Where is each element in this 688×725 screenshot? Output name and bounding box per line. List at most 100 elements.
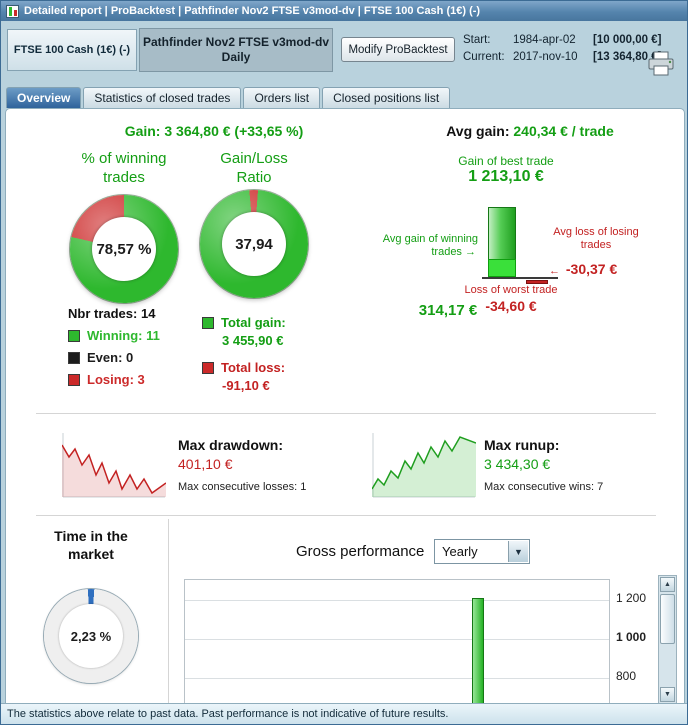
legend-row-winning: Winning: 11 [68, 328, 160, 343]
tab-overview[interactable]: Overview [6, 87, 82, 108]
period-dropdown-button[interactable]: ▼ [508, 541, 528, 562]
tab-orders-list[interactable]: Orders list [243, 87, 321, 108]
best-trade-bar [488, 207, 516, 277]
winning-trades-donut: 78,57 % [70, 195, 178, 303]
current-label: Current: [463, 51, 505, 63]
legend-label: Winning: 11 [87, 328, 160, 343]
y-axis-label-1000: 1 000 [616, 630, 647, 644]
avg-loss-value: -30,37 € [565, 261, 618, 277]
section-divider-2 [36, 515, 656, 516]
legend-label: Losing: 3 [87, 372, 145, 387]
drawdown-sparkline [62, 433, 166, 498]
avg-win-annotation-text: Avg gain of winning trades [382, 233, 478, 258]
max-consecutive-losses: Max consecutive losses: 1 [178, 481, 307, 493]
avg-loss-annotation: Avg loss of losing trades [553, 226, 639, 251]
start-label: Start: [463, 34, 491, 46]
time-in-market-value: 2,23 % [59, 604, 123, 668]
disclaimer-text: The statistics above relate to past data… [7, 708, 449, 720]
modify-probacktest-button[interactable]: Modify ProBacktest [341, 37, 455, 62]
avg-win-annotation: Avg gain of winning trades → [372, 233, 478, 259]
arrow-right-icon: → [465, 246, 476, 258]
avg-win-value: 314,17 € [418, 302, 478, 319]
avg-loss-bar [526, 280, 548, 284]
gridline-800 [185, 678, 609, 679]
winning-trades-title: % of winning trades [81, 150, 167, 186]
runup-sparkline [372, 433, 476, 498]
scroll-up-icon: ▲ [664, 581, 671, 588]
gridline-1000 [185, 639, 609, 640]
date-range: Start: 1984-apr-02 [10 000,00 €] Current… [463, 32, 661, 66]
current-value: [13 364,80 €] [593, 51, 662, 63]
gain-summary: Gain: 3 364,80 € (+33,65 %) [42, 123, 386, 139]
gain-loss-ratio-title: Gain/Loss Ratio [220, 150, 288, 186]
best-trade-bar-chart [480, 195, 572, 293]
avg-gain-label: Avg gain: [446, 123, 510, 139]
instrument-button[interactable]: FTSE 100 Cash (1€) (-) [7, 29, 137, 71]
report-header: FTSE 100 Cash (1€) (-) Pathfinder Nov2 F… [1, 21, 687, 87]
legend-label: Even: 0 [87, 350, 134, 365]
max-runup-label: Max runup: [484, 437, 560, 453]
best-trade-label: Gain of best trade [458, 154, 554, 168]
avg-gain-summary: Avg gain: 240,34 € / trade [398, 123, 662, 139]
scroll-up-button[interactable]: ▲ [660, 577, 675, 592]
total-gain-value: 3 455,90 € [222, 333, 284, 348]
time-in-market-title: Time in the market [54, 528, 128, 562]
gross-performance-plot [184, 579, 610, 706]
best-trade-value: 1 213,10 € [468, 168, 544, 185]
max-drawdown-value: 401,10 € [178, 456, 233, 472]
scrollbar[interactable]: ▲ ▼ [658, 575, 677, 704]
print-icon[interactable] [647, 51, 675, 77]
current-row: Current: 2017-nov-10 [13 364,80 €] [463, 49, 661, 66]
gain-loss-donut-value: 37,94 [222, 212, 286, 276]
tab-bar: Overview Statistics of closed trades Ord… [6, 87, 451, 108]
total-loss-label: Total loss: [221, 360, 286, 375]
title-bar[interactable]: Detailed report | ProBacktest | Pathfind… [1, 1, 687, 21]
legend-row-even: Even: 0 [68, 350, 160, 365]
winning-trades-donut-value: 78,57 % [92, 217, 156, 281]
start-row: Start: 1984-apr-02 [10 000,00 €] [463, 32, 661, 49]
total-loss-value: -91,10 € [222, 378, 270, 393]
period-dropdown-value: Yearly [442, 544, 478, 559]
trade-stats: Nbr trades: 14 Winning: 11 Even: 0 Losin… [68, 306, 160, 387]
y-axis-label-800: 800 [616, 669, 637, 683]
tab-statistics-of-closed-trades[interactable]: Statistics of closed trades [83, 87, 242, 108]
gridline-1200 [185, 600, 609, 601]
current-date: 2017-nov-10 [513, 51, 578, 63]
legend-swatch [68, 351, 80, 364]
chevron-down-icon: ▼ [514, 546, 523, 557]
avg-loss-value-line: ← -30,37 € [549, 261, 617, 277]
legend-row-losing: Losing: 3 [68, 372, 160, 387]
gross-performance-label: Gross performance [296, 543, 425, 560]
scroll-down-icon: ▼ [664, 691, 671, 698]
zero-baseline [482, 277, 558, 279]
start-date: 1984-apr-02 [513, 34, 576, 46]
scroll-thumb[interactable] [660, 594, 675, 644]
total-gain-swatch [202, 316, 214, 329]
max-runup-block: Max runup: 3 434,30 € Max consecutive wi… [484, 437, 669, 493]
max-drawdown-label: Max drawdown: [178, 437, 284, 453]
gross-performance-bar [472, 598, 484, 706]
max-runup-value: 3 434,30 € [484, 456, 551, 472]
system-timeframe: Daily [221, 50, 251, 64]
app-icon [6, 4, 19, 18]
max-consecutive-wins: Max consecutive wins: 7 [484, 481, 604, 493]
window-title: Detailed report | ProBacktest | Pathfind… [24, 5, 481, 17]
start-value: [10 000,00 €] [593, 34, 662, 46]
legend-swatch [68, 329, 80, 342]
totals-block: Total gain: 3 455,90 € Total loss: -91,1… [202, 315, 286, 393]
legend-swatch [68, 373, 80, 386]
nbr-trades: Nbr trades: 14 [68, 306, 156, 321]
y-axis-label-1200: 1 200 [616, 591, 647, 605]
section-divider-1 [36, 413, 656, 414]
scroll-down-button[interactable]: ▼ [660, 687, 675, 702]
worst-trade-value: -34,60 € [485, 298, 537, 314]
gain-label: Gain: [124, 123, 161, 139]
period-dropdown[interactable]: Yearly ▼ [434, 539, 530, 564]
arrow-left-icon: ← [549, 265, 560, 277]
gain-loss-donut: 37,94 [200, 190, 308, 298]
worst-trade-label: Loss of worst trade [464, 284, 558, 296]
tab-closed-positions-list[interactable]: Closed positions list [322, 87, 451, 108]
total-gain-label: Total gain: [221, 315, 286, 330]
gain-value: 3 364,80 € (+33,65 %) [164, 123, 304, 139]
system-name-panel: Pathfinder Nov2 FTSE v3mod-dv Daily [139, 28, 333, 72]
